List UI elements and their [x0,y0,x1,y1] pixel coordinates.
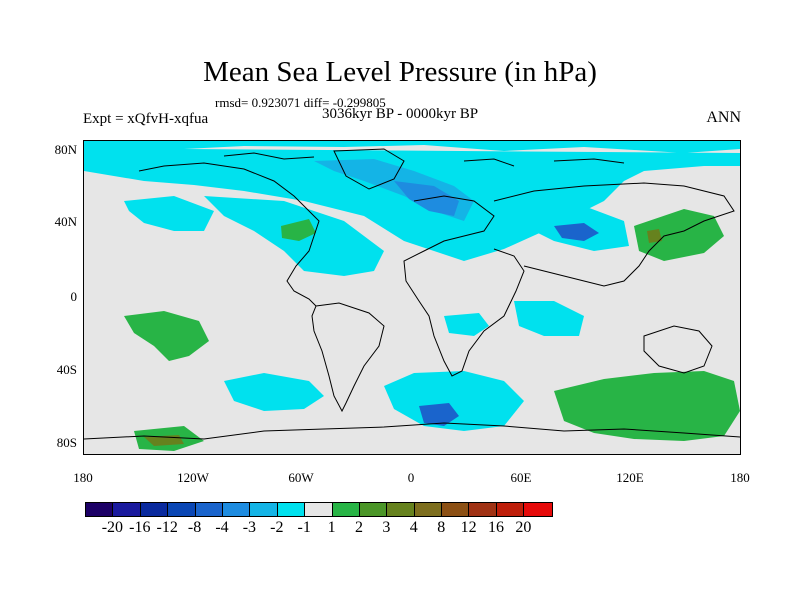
lat-label-40n: 40N [54,214,77,229]
lon-label-60e: 60E [510,470,532,485]
indian-ocean-negative [514,301,584,336]
colorbar-box-15 [496,503,525,516]
east-pacific-positive [124,311,209,361]
colorbar-label: 20 [515,519,532,536]
colorbar-box-0 [86,503,114,516]
colorbar-label: -4 [215,519,229,536]
south-indian-positive [554,371,740,441]
lon-label-180e: 180 [730,470,750,485]
colorbar-label: -8 [187,519,202,536]
colorbar-label: -2 [270,519,284,536]
lat-label-80s: 80S [56,435,77,450]
colorbar-box-2 [140,503,169,516]
arctic-islands [223,152,625,167]
colorbar-box-13 [442,503,470,516]
colorbar-label: 1 [327,519,336,536]
colorbar-label: -16 [129,519,151,536]
southern-ocean-negative [384,371,524,431]
south-pacific-negative [224,373,324,411]
lon-label-0: 0 [407,470,415,485]
colorbar-label: -12 [156,519,178,536]
colorbar-label: 3 [382,519,391,536]
colorbar-label: 12 [460,519,477,536]
south-atlantic-small [444,313,489,336]
lon-label-120w: 120W [177,470,209,485]
positive-anomaly-regions [124,209,740,451]
colorbar-label: 8 [437,519,446,536]
north-pacific-positive [281,219,316,241]
colorbar [85,502,553,517]
rmsd-subtitle: rmsd= 0.923071 diff= -0.299805 [215,95,386,110]
colorbar-box-11 [387,503,415,516]
map-plot-area [83,140,741,455]
colorbar-label: 4 [409,519,418,536]
tibet-negative-core [554,223,599,241]
lat-label-80n: 80N [54,142,77,157]
season-label: ANN [706,109,741,126]
north-america-coast [138,162,320,307]
colorbar-label: -1 [297,519,311,536]
lon-label-120e: 120E [616,470,644,485]
lon-label-180w: 180 [73,470,93,485]
europe-africa-coast [403,195,525,377]
colorbar-box-10 [359,503,388,516]
pacific-nw-negative [124,196,214,231]
colorbar-box-6 [250,503,278,516]
australia-coast [643,325,713,374]
colorbar-label: 16 [488,519,504,536]
japan-positive-core [647,229,662,243]
south-america-coast [311,302,385,413]
colorbar-box-9 [332,503,360,516]
colorbar-box-7 [277,503,306,516]
colorbar-box-4 [195,503,223,516]
map-svg [84,141,740,451]
greenland-coast [333,148,405,190]
southern-ocean-core [419,403,459,426]
colorbar-label: -20 [101,519,124,536]
colorbar-label: -3 [242,519,257,536]
lat-label-40s: 40S [56,362,77,377]
experiment-label: Expt = xQfvH-xqfua [83,111,209,127]
chart-title: Mean Sea Level Pressure (in hPa) [203,56,597,88]
colorbar-box-14 [469,503,497,516]
lon-label-60w: 60W [288,470,314,485]
coastlines [84,148,740,440]
colorbar-box-8 [305,503,333,516]
colorbar-label: 2 [355,519,363,536]
colorbar-box-1 [113,503,141,516]
lat-label-0: 0 [70,289,78,304]
colorbar-box-3 [168,503,196,516]
colorbar-box-5 [222,503,251,516]
asia-coast [493,182,735,287]
colorbar-box-12 [414,503,443,516]
antarctica-coast [84,422,740,440]
colorbar-box-16 [524,503,552,516]
timespan-label: 3036kyr BP - 0000kyr BP [322,106,479,122]
